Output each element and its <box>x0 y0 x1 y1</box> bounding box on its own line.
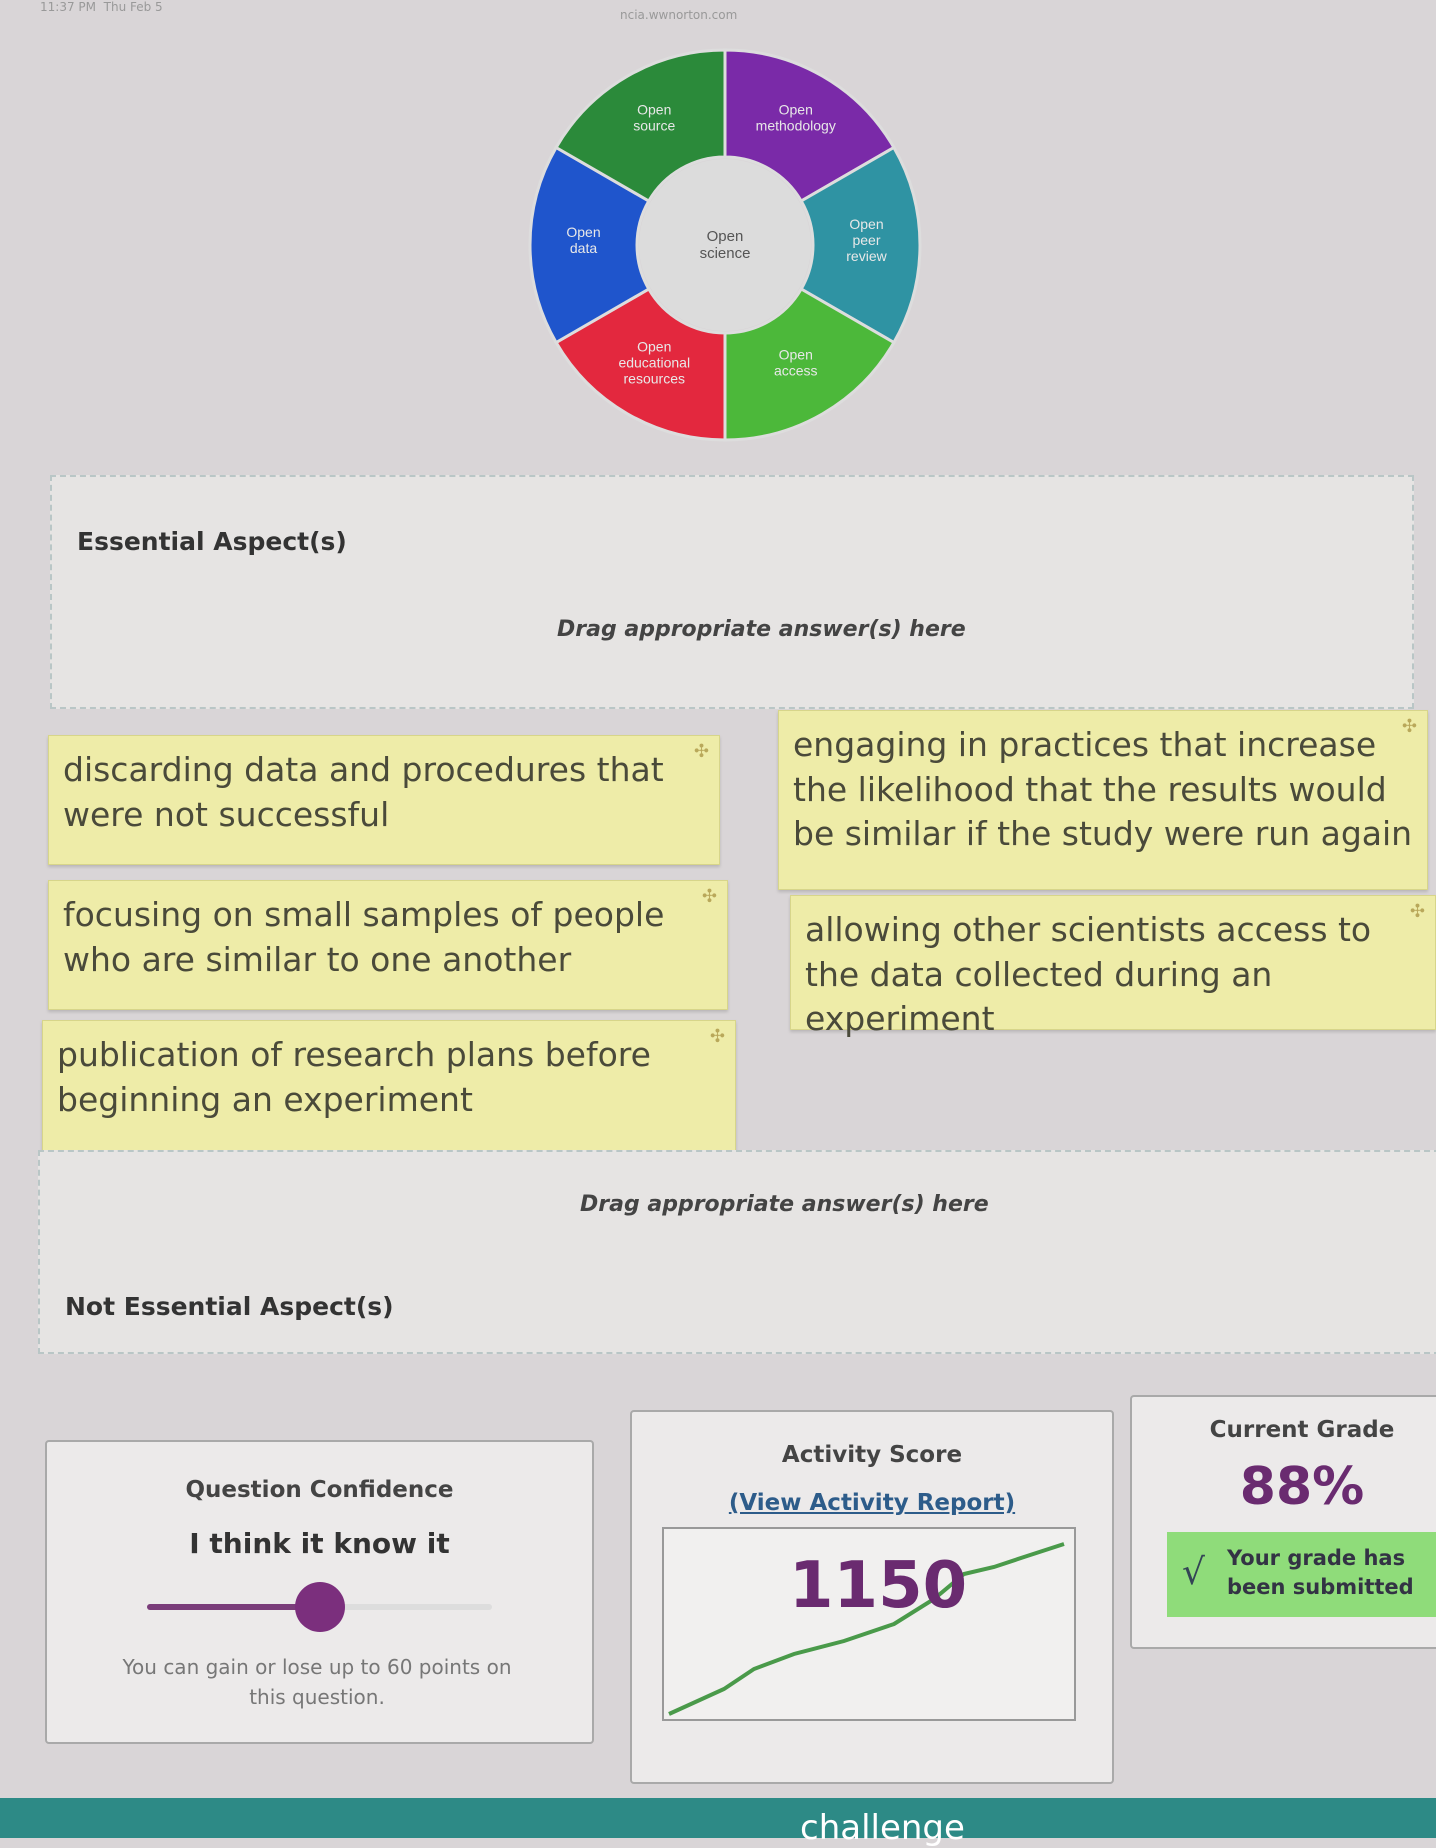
answer-text: allowing other scientists access to the … <box>805 910 1372 1039</box>
answer-card[interactable]: ✣ focusing on small samples of people who… <box>48 880 728 1010</box>
segment-label: Open educational resources <box>618 339 690 387</box>
score-trend-line <box>668 1542 1065 1716</box>
grade-status: Your grade has been submitted <box>1227 1546 1414 1600</box>
question-confidence-panel: Question Confidence I think it know it Y… <box>45 1440 594 1744</box>
date: Thu Feb 5 <box>103 0 163 14</box>
confidence-note: You can gain or lose up to 60 points on … <box>122 1655 512 1709</box>
activity-score: 1150 <box>789 1549 968 1623</box>
answer-card[interactable]: ✣ publication of research plans before be… <box>42 1020 736 1160</box>
drag-handle-icon[interactable]: ✣ <box>1409 901 1425 922</box>
activity-chart: 1150 <box>662 1527 1076 1721</box>
answer-text: discarding data and procedures that were… <box>63 750 664 834</box>
time: 11:37 PM <box>40 0 96 14</box>
segment-open-methodology <box>723 48 896 204</box>
not-essential-hint: Drag appropriate answer(s) here <box>580 1192 989 1217</box>
answer-card[interactable]: ✣ engaging in practices that increase the… <box>778 710 1428 890</box>
segment-label: Open peer review <box>846 216 887 264</box>
grade-value: 88% <box>1239 1457 1365 1517</box>
essential-title: Essential Aspect(s) <box>77 527 347 556</box>
segment-open-source <box>554 48 727 204</box>
drag-handle-icon[interactable]: ✣ <box>709 1026 725 1047</box>
segment-open-access <box>723 286 896 442</box>
footer-bar: challenge <box>0 1798 1436 1848</box>
essential-hint: Drag appropriate answer(s) here <box>557 617 966 642</box>
essential-drop-zone[interactable]: Essential Aspect(s) Drag appropriate ans… <box>50 475 1414 709</box>
current-grade-panel: Current Grade 88% √ Your grade has been … <box>1130 1395 1436 1649</box>
segment-label: Open methodology <box>756 101 836 133</box>
answer-text: engaging in practices that increase the … <box>793 725 1413 854</box>
segment-open-peer-review <box>799 145 922 345</box>
view-activity-report-link[interactable]: (View Activity Report) <box>728 1490 1016 1516</box>
segment-open-data <box>528 145 651 345</box>
segment-label: Open source <box>633 101 675 133</box>
open-science-diagram: Open methodology Open peer review Open access O… <box>528 48 922 442</box>
status-bar: 11:37 PM Thu Feb 5 <box>40 0 163 14</box>
not-essential-title: Not Essential Aspect(s) <box>65 1292 394 1321</box>
confidence-value: I think it know it <box>189 1527 450 1560</box>
segment-label: Open data <box>566 224 600 256</box>
center-label: Open science <box>700 228 751 262</box>
check-icon: √ <box>1182 1552 1205 1593</box>
not-essential-drop-zone[interactable]: Drag appropriate answer(s) here Not Esse… <box>38 1150 1436 1354</box>
confidence-slider[interactable] <box>147 1582 492 1632</box>
answer-card[interactable]: ✣ allowing other scientists access to the… <box>790 895 1436 1038</box>
url-bar[interactable]: ncia.wwnorton.com <box>620 8 738 22</box>
answer-card[interactable]: ✣ discarding data and procedures that wer… <box>48 735 720 865</box>
answer-text: publication of research plans before beg… <box>57 1035 651 1119</box>
segment-label: Open access <box>774 347 818 379</box>
footer-text: challenge <box>800 1808 965 1848</box>
slider-thumb[interactable] <box>294 1582 345 1632</box>
center-circle <box>639 159 811 331</box>
activity-score-panel: Activity Score (View Activity Report) 11… <box>630 1410 1114 1784</box>
answer-text: focusing on small samples of people who … <box>63 895 665 979</box>
activity-title: Activity Score <box>781 1442 963 1468</box>
grade-title: Current Grade <box>1209 1417 1395 1443</box>
drag-handle-icon[interactable]: ✣ <box>1401 716 1417 737</box>
drag-handle-icon[interactable]: ✣ <box>701 886 717 907</box>
drag-handle-icon[interactable]: ✣ <box>693 741 709 762</box>
grade-submitted-banner: √ Your grade has been submitted <box>1167 1532 1436 1617</box>
segment-open-educational-resources <box>554 286 727 442</box>
confidence-title: Question Confidence <box>185 1477 454 1503</box>
